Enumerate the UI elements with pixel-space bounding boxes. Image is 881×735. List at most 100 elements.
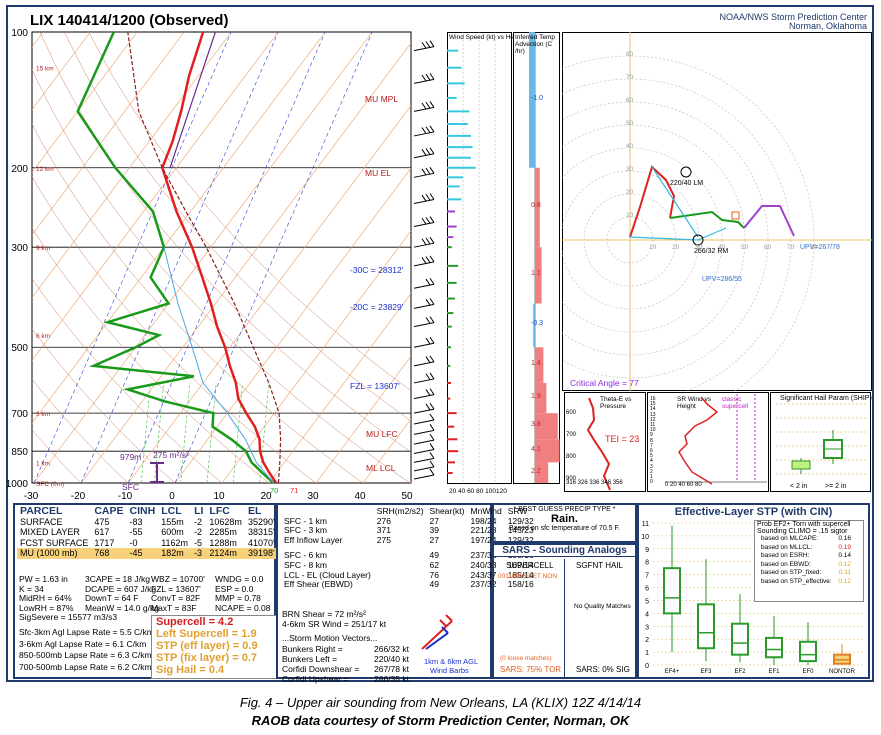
stp-panel: Effective-Layer STP (with CIN) 0 1 2 3 4 5 6 7 8… [637, 503, 870, 679]
srwind-h-label: 6 [650, 448, 653, 454]
index-value: ConvT = 82F [151, 593, 201, 604]
lapse-rate: 850-500mb Lapse Rate = 6.3 C/km [19, 650, 152, 660]
parcel-row: MU (1000 mb) 768 -45 182m -3 2124m 39198' [17, 548, 278, 559]
sars-col-supercell: SUPERCELL [506, 561, 554, 570]
index-value: ESP = 0.0 [215, 583, 254, 594]
srh-row: SFC - 3 km 371 39 221/28 145/23 [281, 526, 537, 536]
parcel-row: SURFACE 475 -83 155m -2 10628m 35290' [17, 517, 278, 528]
parcel-cell: -2 [194, 516, 203, 527]
col-parcel: PARCEL [20, 505, 63, 517]
height-tick-label: 12 km [36, 166, 54, 173]
stp-category: EF4+ [665, 669, 680, 675]
critical-angle: Critical Angle = 77 [570, 378, 639, 388]
stp-y-label: 2 [645, 637, 649, 644]
stp-category: EF3 [700, 669, 712, 675]
temp-tick-label: 0 [169, 491, 175, 502]
parcel-cell: FCST SURFACE [20, 537, 89, 548]
srh-cell: 76 [429, 569, 440, 580]
srh-cell: 221/28 [470, 525, 497, 536]
temp-tick-label: -20 [71, 491, 86, 502]
motion-label: Bunkers Left = [282, 654, 338, 664]
stp-y-label: 3 [645, 624, 649, 631]
parcel-cell: 155m [161, 516, 184, 527]
stp-y-label: 10 [641, 534, 649, 541]
wind-barb [413, 193, 435, 204]
composite-index: Left Supercell = 1.9 [156, 628, 257, 640]
parcel-cell: 1717 [94, 537, 115, 548]
srh-cell: SFC - 1 km [284, 515, 327, 526]
height-tick-label: SFC (0m) [36, 481, 64, 488]
stp-prob-line1: Prob EF2+ Torn with supercell [757, 521, 851, 528]
stp-prob-value: 0.19 [838, 543, 851, 551]
temp-tick-label: -30 [24, 491, 39, 502]
stp-y-label: 11 [642, 521, 649, 528]
srh-cell: SFC - 6 km [284, 550, 327, 561]
srh-cell: SFC - 3 km [284, 525, 327, 536]
srwind-h-label: 11 [650, 422, 656, 428]
height-tick-label: 6 km [36, 333, 50, 340]
theta-p-label: 900 [566, 476, 577, 482]
theta-axis: 316 326 336 346 356 [566, 480, 623, 486]
parcel-cell: 2124m [209, 548, 237, 559]
barb-caption-2: Wind Barbs [430, 666, 469, 675]
stp-prob-value: 0.12 [838, 560, 851, 568]
height-tick-label: 3 km [36, 411, 50, 418]
hodo-ring-label-x: 10 [649, 244, 657, 251]
sars-sig: SARS: 0% SIG [576, 665, 630, 674]
fzl-label: FZL = 13607' [350, 381, 400, 391]
hodo-trace-3-6km [669, 210, 745, 229]
srh-row: SFC - 8 km 62 240/33 169/14 [281, 559, 537, 571]
parcel-cell: 768 [94, 548, 110, 559]
barb-mini-icon [421, 614, 453, 650]
sars-loose: (0 loose matches) [500, 655, 552, 662]
parcel-cell: 38315' [247, 527, 275, 538]
stp-prob-row: based on ESRH: 0.14 [755, 552, 863, 561]
parcel-cell: SURFACE [20, 516, 63, 527]
stp-prob-label: based on STP_effective: [761, 577, 832, 585]
motion-label: Corfidi Downshear = [282, 664, 360, 674]
stp-prob-box: Prob EF2+ Torn with supercell Sounding C… [754, 520, 864, 602]
index-value: SigSevere = 15577 m3/s3 [19, 612, 118, 623]
theta-p-label: 600 [566, 410, 577, 416]
parcel-cell: -2 [194, 527, 203, 538]
index-value: DownT = 64 F [85, 593, 139, 604]
parcel-cell: 2285m [209, 527, 237, 538]
srwind-h-label: 7 [650, 442, 653, 449]
wind-barb [413, 255, 435, 267]
height-tick-label: 1 km [36, 460, 50, 467]
stp-box [799, 622, 817, 665]
hodo-rm-label: 266/32 RM [694, 248, 729, 255]
srh-cell: SFC - 8 km [284, 559, 327, 570]
wind-barb [413, 388, 435, 400]
motion-value: 266/32 kt [374, 644, 409, 654]
col-mnwind: MnWind [470, 506, 502, 516]
sars-title: SARS - Sounding Analogs [494, 545, 635, 557]
srh-cell: 237/32 [470, 550, 497, 561]
stp-category: EF1 [768, 669, 780, 675]
motion-title: ...Storm Motion Vectors... [282, 633, 378, 643]
temp-adv-bar [535, 413, 558, 440]
org-line-2: Norman, Oklahoma [788, 21, 867, 31]
index-value: PW = 1.63 in [19, 574, 68, 584]
lapse-rate: Sfc-3km Agl Lapse Rate = 5.5 C/km [19, 627, 154, 637]
hodo-ring-label-x: 70 [787, 244, 795, 251]
stp-box [731, 594, 749, 663]
composite-index: STP (eff layer) = 0.9 [156, 640, 258, 652]
stp-prob-label: based on MLLCL: [761, 543, 813, 551]
wind-barb [413, 316, 435, 328]
stp-category: NONTOR [829, 669, 856, 675]
hodo-trace-upper [743, 205, 795, 237]
storm-relative-panel: SRH(m2/s2) Shear(kt) MnWind SRW SFC - 1 … [276, 503, 534, 684]
ml-lcl-label: ML LCL [366, 463, 396, 473]
parcel-cell: -5 [194, 537, 203, 548]
hodo-ring-label: 20 [626, 189, 634, 196]
parcel-cell: 41070' [247, 537, 275, 548]
sars-panel: SARS - Sounding Analogs SUPERCELL SGFNT … [492, 543, 637, 679]
parcel-table: PARCEL CAPE CINH LCL LI LFC EL SURFACE 47… [17, 506, 278, 559]
wind-barb [413, 167, 435, 178]
height-tick-label: 9 km [36, 245, 50, 252]
srh-cell: 49 [429, 579, 440, 590]
wind-barb [413, 40, 435, 52]
srh-cell: 158/16 [507, 579, 534, 590]
